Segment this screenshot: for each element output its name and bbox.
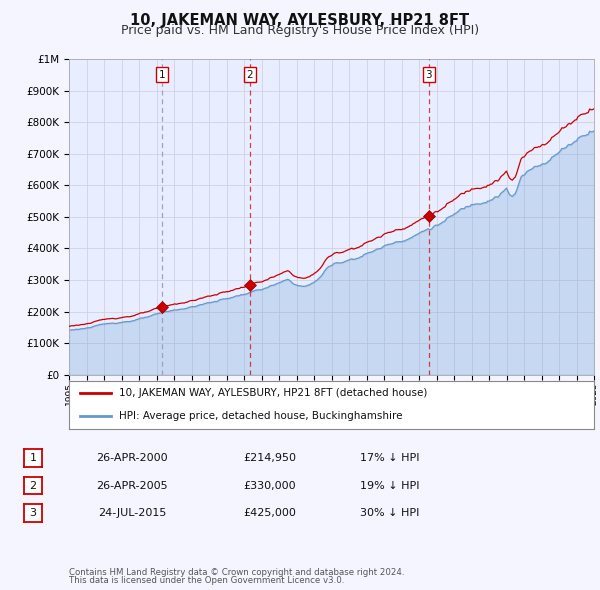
Text: 3: 3 — [29, 509, 37, 518]
Text: £425,000: £425,000 — [244, 509, 296, 518]
Text: 30% ↓ HPI: 30% ↓ HPI — [361, 509, 419, 518]
Text: Contains HM Land Registry data © Crown copyright and database right 2024.: Contains HM Land Registry data © Crown c… — [69, 568, 404, 577]
Text: 19% ↓ HPI: 19% ↓ HPI — [360, 481, 420, 490]
Text: 2: 2 — [29, 481, 37, 490]
Text: 1: 1 — [29, 453, 37, 463]
Text: £330,000: £330,000 — [244, 481, 296, 490]
Text: 17% ↓ HPI: 17% ↓ HPI — [360, 453, 420, 463]
Text: 10, JAKEMAN WAY, AYLESBURY, HP21 8FT: 10, JAKEMAN WAY, AYLESBURY, HP21 8FT — [130, 13, 470, 28]
Text: 24-JUL-2015: 24-JUL-2015 — [98, 509, 166, 518]
Text: £214,950: £214,950 — [244, 453, 296, 463]
Text: HPI: Average price, detached house, Buckinghamshire: HPI: Average price, detached house, Buck… — [119, 411, 403, 421]
Text: 3: 3 — [425, 70, 432, 80]
Text: 1: 1 — [159, 70, 166, 80]
Text: Price paid vs. HM Land Registry's House Price Index (HPI): Price paid vs. HM Land Registry's House … — [121, 24, 479, 37]
Text: 26-APR-2005: 26-APR-2005 — [96, 481, 168, 490]
Text: This data is licensed under the Open Government Licence v3.0.: This data is licensed under the Open Gov… — [69, 576, 344, 585]
Text: 2: 2 — [246, 70, 253, 80]
Text: 10, JAKEMAN WAY, AYLESBURY, HP21 8FT (detached house): 10, JAKEMAN WAY, AYLESBURY, HP21 8FT (de… — [119, 388, 427, 398]
Text: 26-APR-2000: 26-APR-2000 — [96, 453, 168, 463]
